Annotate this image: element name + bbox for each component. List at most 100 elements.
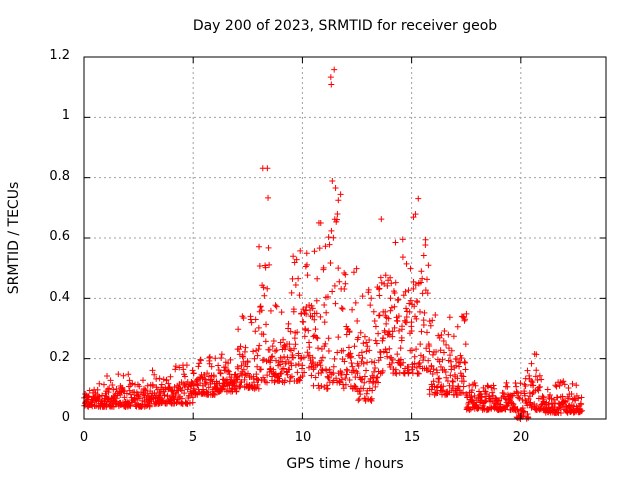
data-point	[454, 375, 461, 382]
data-point	[397, 345, 404, 352]
data-point	[429, 370, 436, 377]
data-point	[205, 384, 212, 391]
data-point	[403, 305, 410, 312]
data-point	[156, 394, 163, 401]
data-point	[535, 395, 542, 402]
data-point	[433, 348, 440, 355]
data-point	[104, 373, 111, 380]
data-point	[267, 307, 274, 314]
data-point	[263, 321, 270, 328]
data-point	[445, 331, 452, 338]
data-point	[235, 326, 242, 333]
data-point	[560, 378, 567, 385]
data-point	[190, 385, 197, 392]
data-point	[430, 378, 437, 385]
data-point	[364, 359, 371, 366]
data-point	[513, 383, 520, 390]
data-point	[413, 346, 420, 353]
data-point	[325, 335, 332, 342]
data-point	[309, 305, 316, 312]
data-point	[272, 302, 279, 309]
data-point	[237, 382, 244, 389]
data-point	[521, 392, 528, 399]
data-point	[437, 347, 444, 354]
data-point	[553, 383, 560, 390]
data-point	[317, 362, 324, 369]
data-point	[277, 361, 284, 368]
data-point	[441, 328, 448, 335]
data-point	[573, 392, 580, 399]
data-point	[388, 280, 395, 287]
data-point	[126, 387, 133, 394]
data-point	[379, 367, 386, 374]
data-point	[257, 366, 264, 373]
data-point	[106, 385, 113, 392]
data-point	[336, 278, 343, 285]
data-point	[534, 377, 541, 384]
data-point	[265, 244, 272, 251]
data-point	[269, 353, 276, 360]
data-point	[203, 379, 210, 386]
data-point	[370, 308, 377, 315]
data-point	[389, 328, 396, 335]
data-point	[424, 276, 431, 283]
data-point	[463, 310, 470, 317]
data-point	[535, 387, 542, 394]
data-point	[389, 356, 396, 363]
data-point	[557, 409, 564, 416]
data-point	[356, 388, 363, 395]
data-point	[331, 355, 338, 362]
data-point	[454, 323, 461, 330]
data-point	[387, 307, 394, 314]
data-point	[407, 265, 414, 272]
data-point	[439, 356, 446, 363]
data-point	[408, 319, 415, 326]
data-point	[478, 390, 485, 397]
data-point	[377, 274, 384, 281]
data-point	[382, 272, 389, 279]
data-point	[285, 320, 292, 327]
data-point	[341, 358, 348, 365]
data-point	[333, 216, 340, 223]
data-point	[513, 388, 520, 395]
data-point	[334, 211, 341, 218]
data-point	[284, 371, 291, 378]
data-point	[427, 322, 434, 329]
data-point	[262, 264, 269, 271]
data-point	[397, 356, 404, 363]
data-point	[375, 379, 382, 386]
data-point	[296, 377, 303, 384]
data-point	[562, 399, 569, 406]
data-point	[351, 343, 358, 350]
data-point	[218, 354, 225, 361]
data-point	[177, 386, 184, 393]
data-point	[241, 371, 248, 378]
data-point	[259, 357, 266, 364]
data-point	[422, 242, 429, 249]
data-point	[295, 361, 302, 368]
data-point	[450, 333, 457, 340]
data-point	[172, 363, 179, 370]
data-point	[382, 346, 389, 353]
data-point	[443, 341, 450, 348]
data-point	[188, 379, 195, 386]
data-point	[328, 227, 335, 234]
data-point	[277, 354, 284, 361]
data-point	[270, 337, 277, 344]
data-point	[178, 395, 185, 402]
data-point	[359, 293, 366, 300]
data-point	[357, 329, 364, 336]
data-point	[287, 374, 294, 381]
y-tick-label: 0	[61, 410, 70, 425]
data-point	[197, 357, 204, 364]
data-point	[413, 315, 420, 322]
data-point	[269, 343, 276, 350]
data-point	[327, 260, 334, 267]
data-point	[255, 346, 262, 353]
data-point	[349, 306, 356, 313]
data-point	[263, 379, 270, 386]
data-point	[516, 395, 523, 402]
data-point	[276, 375, 283, 382]
data-point	[409, 363, 416, 370]
data-point	[197, 380, 204, 387]
